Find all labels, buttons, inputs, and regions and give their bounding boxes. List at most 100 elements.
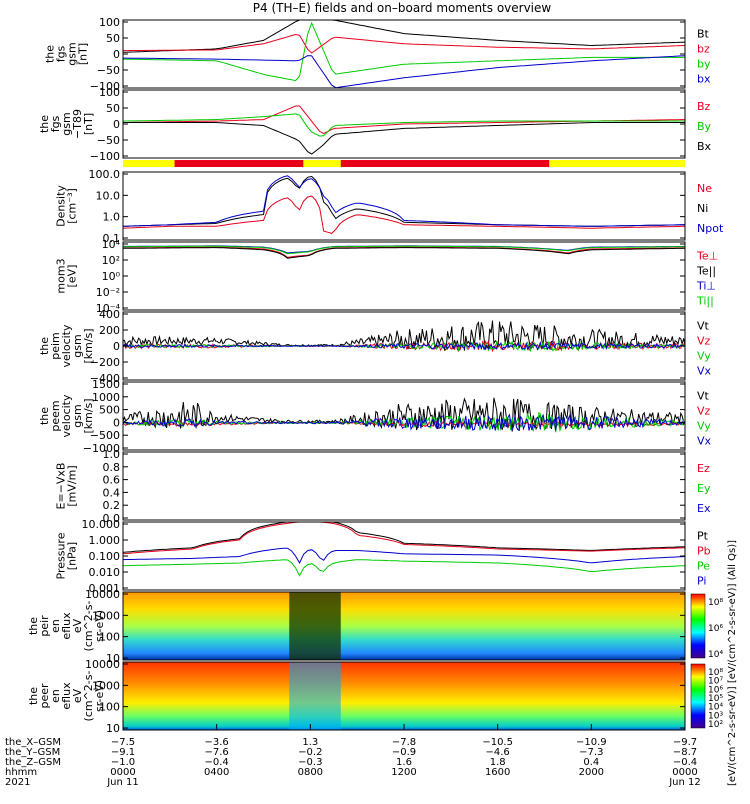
y-tick-label: 1.0 (103, 211, 121, 224)
y-tick-label: 10⁻⁴ (96, 302, 121, 315)
x-axis-value: −0.4 (205, 757, 229, 768)
y-tick-label: 10⁰ (102, 270, 121, 283)
y-tick-label: 10000 (85, 588, 120, 601)
spectrogram-fill (123, 592, 685, 660)
y-tick-label: 1000 (92, 679, 120, 692)
panel-frame (122, 451, 686, 521)
x-axis-value: 2000 (579, 767, 604, 778)
spectrogram-disturbance (289, 592, 341, 660)
legend-entry: Vt (697, 390, 710, 403)
y-tick-label: 0 (113, 340, 120, 353)
colorbar-tick-label: 10⁸ (708, 598, 723, 608)
x-axis-value: −3.6 (205, 737, 229, 748)
legend-entry: Ex (697, 502, 711, 515)
legend-entry: Ez (697, 462, 710, 475)
y-tick-label: 100 (99, 701, 120, 714)
y-tick-label: 0.010 (89, 566, 121, 579)
series-line-Vx (122, 413, 686, 432)
series-line-by (122, 21, 685, 82)
y-tick-label: 200 (99, 324, 120, 337)
y-tick-label: 0.8 (103, 461, 121, 474)
panel-frame (122, 591, 686, 661)
x-axis-row-label: hhmm (5, 767, 37, 778)
y-axis-label: E=−VxB[mV/m] (55, 463, 79, 510)
legend-entry: By (697, 120, 712, 133)
y-axis-label: thepeerenefluxeV(cm^2-s-sr-eV) (27, 671, 106, 722)
y-tick-label: 10.0 (96, 189, 121, 202)
y-axis-label: Pressure[nPa] (55, 532, 79, 579)
colorbar-9: 10⁸ 10⁶ 10⁴ (690, 593, 723, 660)
y-tick-label: −100 (90, 150, 120, 163)
y-tick-label: 0.0 (103, 512, 121, 525)
series-line-Bx (123, 122, 685, 155)
x-axis-value: −9.1 (111, 747, 135, 758)
plot-title: P4 (TH–E) fields and on–board moments ov… (253, 1, 552, 15)
y-tick-label: 10000 (85, 658, 120, 671)
legend-entry: Bz (697, 100, 711, 113)
y-tick-label: 0 (113, 48, 120, 61)
y-tick-label: −50 (97, 64, 120, 77)
y-tick-label: 10⁴ (102, 238, 121, 251)
panel-1: 100 50 0 −50 −100 thefgsgsm[nT] Bt bz by bx (44, 16, 711, 93)
colorbar-tick-label: 10² (708, 720, 723, 730)
y-axis-label: Density[cm⁻³] (55, 185, 79, 227)
series-line-bz (123, 33, 686, 54)
y-tick-label: −50 (97, 134, 120, 147)
x-axis-value: 0800 (298, 767, 323, 778)
panel-frame (122, 171, 686, 241)
series-line-Vx (122, 340, 686, 351)
colorbar-tick-label: 10⁴ (708, 650, 723, 660)
series-line-Vy (122, 411, 686, 433)
legend-entry: Vx (697, 365, 712, 378)
panel-2: 100 50 0 −50 −100 thefgsgsm−T89[nT] Bz By Bx (38, 86, 712, 163)
y-tick-label: 1500 (92, 378, 120, 391)
series-line-By (123, 113, 685, 137)
legend-entry: Ey (697, 482, 711, 495)
x-axis-value: 1.8 (490, 757, 506, 768)
legend-entry: Vz (697, 335, 711, 348)
y-tick-label: 1.0 (103, 448, 121, 461)
y-axis-label: thepeirenefluxeV(cm^2-s-sr-eV) (27, 601, 106, 652)
legend-entry: Vt (697, 320, 710, 333)
x-axis-row-label: the_Y–GSM (5, 747, 60, 758)
y-tick-label: −500 (90, 429, 120, 442)
legend-entry: by (697, 58, 711, 71)
y-tick-label: 10 (106, 652, 120, 665)
y-tick-label: 10 (106, 722, 120, 735)
legend-entry: bx (697, 73, 711, 86)
x-axis-value: −1.0 (111, 757, 135, 768)
panel-9: 10⁸ 10⁶ 10⁴ 10000 1000 100 10thepeirenefluxeV(… (27, 588, 723, 665)
y-tick-label: 0 (113, 416, 120, 429)
x-axis-value: −8.7 (673, 747, 697, 758)
colorbar-label: [eV/(cm^2-s-sr-eV)] [eV/(cm^2-s-sr-eV)] … (727, 540, 738, 786)
x-axis-value: 1.6 (396, 757, 412, 768)
y-tick-label: 0.001 (89, 582, 121, 595)
colorbar-tick-label: 10⁸ (708, 668, 723, 678)
x-axis-value: −7.8 (392, 737, 416, 748)
x-axis-value: 0000 (110, 767, 135, 778)
series-line-Ne (122, 195, 686, 234)
x-axis-value: −7.3 (579, 747, 603, 758)
legend-entry: Pt (697, 530, 709, 543)
y-tick-label: 400 (99, 308, 120, 321)
x-axis-value: −10.9 (576, 737, 607, 748)
panel-3: 100.0 10.0 1.0 0.1 Density[cm⁻³] Ne Ni Npot (55, 168, 724, 245)
y-tick-label: 10⁻² (96, 286, 120, 299)
x-axis-value: −0.9 (392, 747, 416, 758)
colorbar-tick-label: 10⁴ (708, 703, 723, 713)
y-tick-label: 10.000 (82, 518, 121, 531)
series-line-Pe (122, 559, 686, 577)
spectrogram-fill (123, 662, 685, 730)
panel-4: 10⁴ 10² 10⁰ 10⁻² 10⁻⁴ mom3[eV] Te⊥ Te|| Ti⊥ Ti|| (55, 238, 719, 315)
x-axis-row-label: 2021 (5, 777, 30, 788)
x-axis-value: Jun 11 (106, 777, 139, 788)
series-line-bx (123, 55, 686, 89)
y-tick-label: 50 (106, 32, 120, 45)
colorbar-tick-label: 10⁵ (708, 694, 723, 704)
colorbar-tick-label: 10⁶ (708, 624, 723, 634)
x-axis-value: −0.3 (298, 757, 322, 768)
y-axis-label: thepeimvelocitygsm[km/s] (38, 324, 95, 367)
